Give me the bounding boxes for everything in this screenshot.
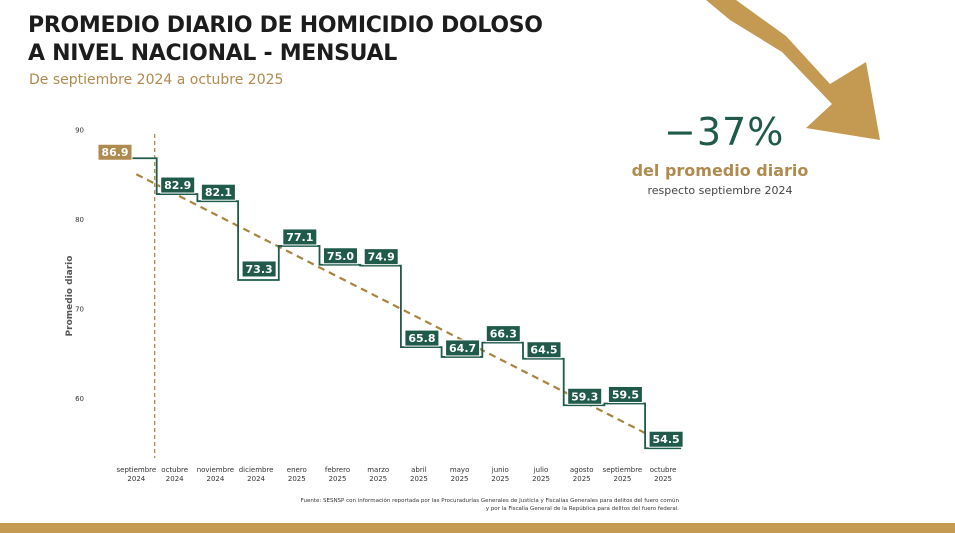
x-tick-label: noviembre	[197, 466, 234, 474]
x-tick-label: marzo	[367, 466, 389, 474]
data-label-box	[241, 260, 277, 278]
kpi-label: del promedio diario	[631, 161, 809, 180]
data-label-box	[648, 430, 684, 448]
data-label-box	[607, 385, 643, 403]
x-tick-year: 2024	[166, 475, 184, 483]
y-tick-label: 90	[75, 127, 84, 135]
x-tick-label: agosto	[570, 466, 594, 474]
x-tick-label: junio	[491, 466, 509, 474]
x-tick-label: septiembre	[117, 466, 157, 474]
data-label: 59.5	[612, 388, 639, 401]
y-tick-label: 60	[75, 395, 84, 403]
data-label-box	[445, 339, 481, 357]
x-tick-year: 2025	[410, 475, 428, 483]
x-tick-label: abril	[411, 466, 427, 474]
x-tick-year: 2025	[491, 475, 509, 483]
data-label-box	[363, 248, 399, 266]
kpi-percentage: −37%	[664, 110, 785, 154]
data-label-box	[485, 325, 521, 343]
x-tick-year: 2024	[127, 475, 145, 483]
page-title: PROMEDIO DIARIO DE HOMICIDIO DOLOSO A NI…	[28, 12, 543, 68]
x-tick-label: septiembre	[603, 466, 643, 474]
y-tick-label: 80	[75, 216, 84, 224]
data-label: 64.7	[449, 342, 476, 355]
x-tick-label: mayo	[450, 466, 470, 474]
page-subtitle: De septiembre 2024 a octubre 2025	[29, 72, 284, 88]
x-tick-year: 2025	[613, 475, 631, 483]
x-tick-year: 2025	[451, 475, 469, 483]
data-label-box	[282, 228, 318, 246]
x-tick-year: 2024	[247, 475, 265, 483]
step-series-line	[116, 157, 682, 450]
x-tick-year: 2025	[573, 475, 591, 483]
data-label: 54.5	[653, 433, 680, 446]
data-label: 59.3	[571, 390, 598, 403]
bottom-bar	[0, 523, 955, 533]
data-label-box	[323, 247, 358, 265]
x-tick-year: 2024	[206, 475, 224, 483]
x-tick-label: octubre	[161, 466, 188, 474]
x-tick-label: julio	[533, 466, 549, 474]
x-tick-label: octubre	[650, 466, 677, 474]
data-label: 65.8	[408, 332, 435, 345]
data-label: 75.0	[327, 250, 354, 263]
data-label: 64.5	[530, 344, 557, 357]
source-line-2: y por la Fiscalía General de la Repúblic…	[485, 506, 679, 512]
data-label: 82.1	[205, 186, 232, 199]
x-tick-year: 2025	[329, 475, 347, 483]
data-label: 74.9	[368, 251, 395, 264]
data-label: 73.3	[246, 263, 273, 276]
trend-line	[135, 173, 672, 448]
x-tick-year: 2025	[369, 475, 387, 483]
source-note: Fuente: SESNSP con información reportada…	[301, 497, 679, 513]
data-label-box	[97, 143, 133, 161]
data-label-box	[404, 329, 440, 347]
data-label: 82.9	[164, 179, 191, 192]
kpi-sublabel: respecto septiembre 2024	[647, 184, 793, 197]
x-tick-label: enero	[287, 466, 307, 474]
x-tick-label: febrero	[325, 466, 350, 474]
data-label-box	[160, 176, 196, 194]
source-line-1: Fuente: SESNSP con información reportada…	[300, 498, 679, 504]
data-label-box	[526, 341, 562, 359]
title-line-2: A NIVEL NACIONAL - MENSUAL	[28, 41, 398, 66]
y-axis-label: Promedio diario	[65, 256, 75, 337]
x-tick-year: 2025	[288, 475, 306, 483]
x-tick-year: 2025	[532, 475, 550, 483]
title-line-1: PROMEDIO DIARIO DE HOMICIDIO DOLOSO	[28, 13, 543, 38]
x-tick-year: 2025	[654, 475, 672, 483]
y-tick-label: 70	[75, 306, 84, 314]
data-label-box	[567, 387, 603, 405]
x-tick-label: diciembre	[239, 466, 274, 474]
data-label-box	[200, 183, 236, 201]
data-label: 66.3	[490, 328, 517, 341]
data-label: 77.1	[286, 231, 313, 244]
data-label: 86.9	[101, 146, 128, 159]
